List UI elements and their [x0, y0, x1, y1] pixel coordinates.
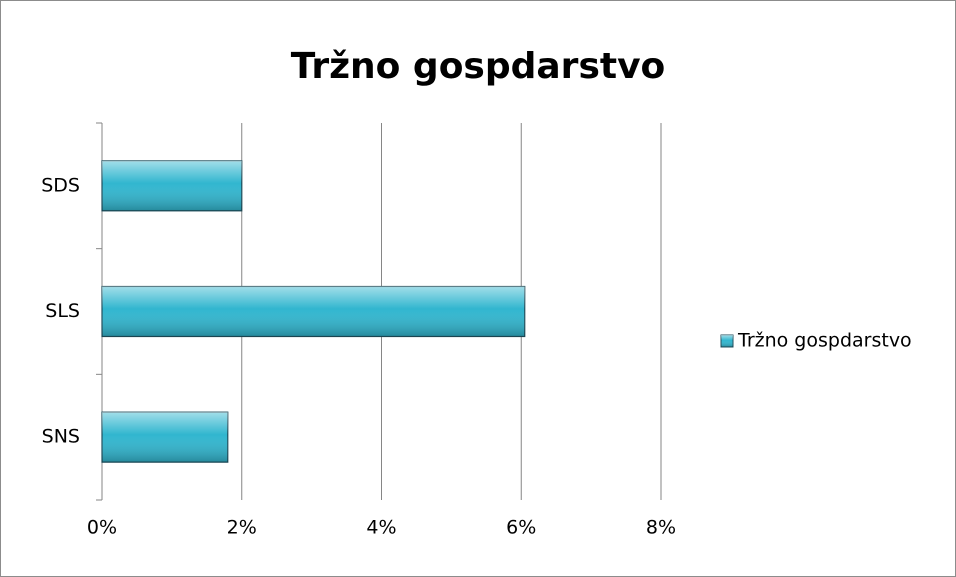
bar-shade	[102, 412, 228, 463]
x-tick-label: 4%	[366, 517, 396, 539]
bar-shade	[102, 160, 242, 211]
chart-title: Tržno gospdarstvo	[291, 46, 666, 87]
y-tick-label: SDS	[41, 174, 80, 196]
bar-shade	[102, 286, 525, 337]
x-tick-label: 2%	[227, 517, 257, 539]
x-tick-label: 0%	[87, 517, 117, 539]
y-tick-label: SLS	[45, 300, 80, 322]
legend-label: Tržno gospdarstvo	[737, 330, 912, 352]
x-tick-label: 6%	[506, 517, 536, 539]
x-tick-label: 8%	[646, 517, 676, 539]
legend-swatch-shade	[721, 335, 733, 347]
y-tick-label: SNS	[42, 426, 80, 448]
